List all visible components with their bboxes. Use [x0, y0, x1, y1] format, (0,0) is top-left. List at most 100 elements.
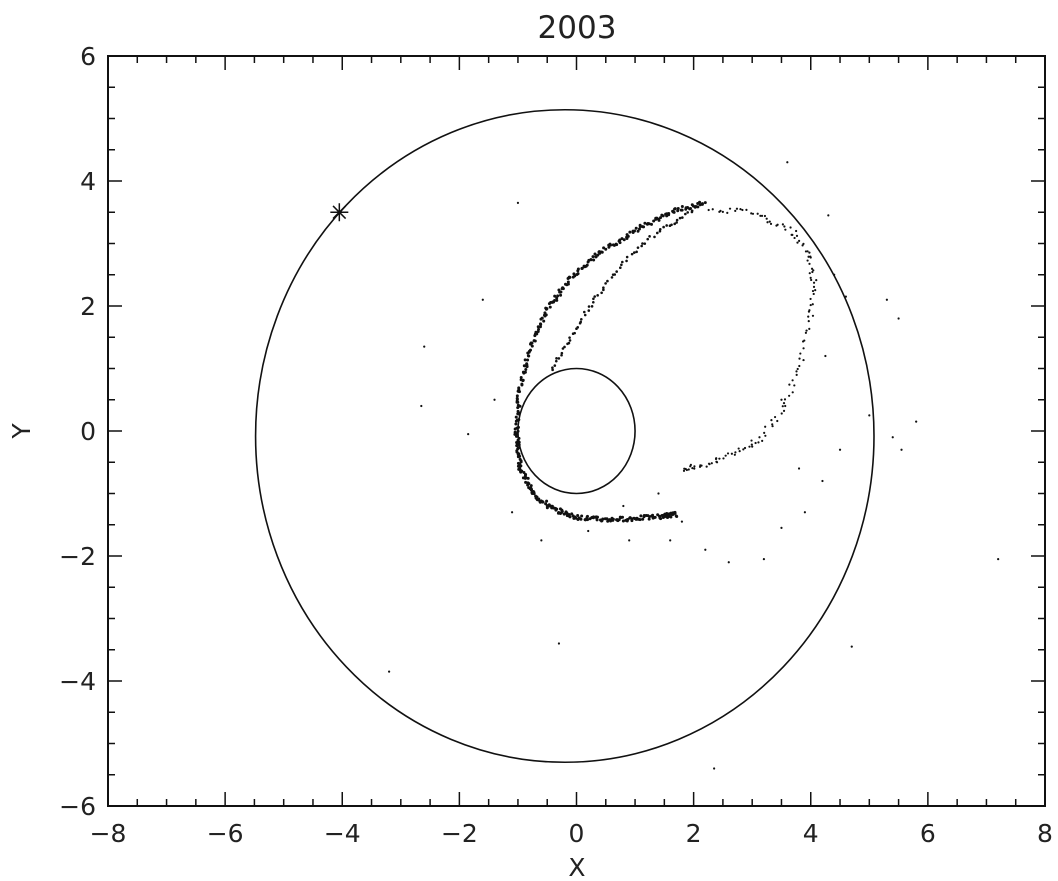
right-stream-point — [806, 250, 809, 253]
outer-stream-point — [684, 207, 688, 211]
outer-stream-point — [517, 390, 521, 394]
right-stream-point — [804, 331, 807, 334]
outer-stream-point — [516, 406, 520, 410]
outer-stream-point — [580, 514, 584, 518]
outer-stream-point — [576, 267, 580, 271]
outer-stream-point — [525, 365, 529, 369]
right-stream-point — [788, 383, 791, 386]
outer-stream-point — [573, 274, 577, 278]
scatter-point — [833, 273, 836, 276]
outer-stream-point — [547, 504, 551, 508]
scatter-point — [481, 298, 484, 301]
outer-stream-point — [674, 514, 678, 518]
right-stream-point — [771, 423, 774, 426]
inner-stream-point — [580, 318, 583, 321]
inner-stream-point — [615, 270, 618, 273]
outer-stream-point — [529, 484, 533, 488]
right-stream-point — [721, 210, 724, 214]
outer-stream-point — [530, 491, 534, 495]
scatter-point — [768, 220, 771, 223]
right-stream-point — [698, 465, 702, 468]
outer-stream-point — [533, 339, 537, 343]
outer-stream-point — [630, 519, 634, 523]
outer-stream-point — [636, 229, 640, 233]
inner-stream-point — [620, 263, 623, 267]
right-stream-point — [766, 221, 769, 224]
right-stream-point — [802, 347, 805, 350]
inner-stream-point — [643, 242, 647, 245]
inner-stream-point — [673, 222, 676, 226]
outer-stream-point — [516, 412, 520, 416]
outer-stream-point — [625, 233, 629, 237]
outer-stream-point — [592, 258, 596, 262]
right-stream-point — [769, 222, 773, 225]
right-stream-point — [809, 256, 812, 259]
right-stream-point — [798, 239, 801, 243]
inner-stream-point — [648, 235, 651, 238]
outer-stream-point — [516, 400, 520, 404]
right-stream-point — [734, 209, 737, 212]
inner-stream-point — [557, 357, 561, 360]
right-stream-point — [770, 419, 773, 422]
right-stream-point — [780, 412, 783, 415]
right-stream-point — [812, 285, 816, 288]
right-stream-point — [734, 451, 737, 454]
outer-stream-point — [594, 255, 598, 259]
outer-stream-point — [519, 470, 523, 474]
right-stream-point — [775, 224, 778, 227]
inner-stream-point — [571, 332, 575, 336]
outer-orbit-ellipse — [254, 108, 875, 764]
scatter-point — [997, 558, 1000, 561]
inner-stream-point — [600, 291, 603, 295]
right-stream-point — [811, 289, 815, 293]
outer-stream-point — [665, 214, 669, 218]
right-stream-point — [789, 226, 792, 229]
outer-stream-point — [524, 473, 528, 477]
right-stream-point — [763, 431, 766, 434]
right-stream-point — [750, 439, 753, 442]
outer-stream-point — [688, 207, 692, 211]
scatter-point — [780, 398, 783, 401]
outer-stream-point — [514, 419, 518, 423]
right-stream-point — [793, 236, 796, 240]
outer-stream-point — [565, 511, 569, 515]
inner-stream-point — [662, 225, 665, 229]
right-stream-point — [682, 469, 686, 472]
outer-stream-point — [529, 487, 533, 491]
right-stream-point — [811, 270, 814, 274]
inner-stream-point — [625, 259, 628, 263]
inner-stream-point — [668, 224, 672, 228]
outer-stream-point — [529, 341, 533, 345]
outer-stream-point — [669, 515, 673, 519]
outer-stream-point — [555, 296, 559, 300]
right-stream-point — [795, 234, 799, 237]
right-stream-point — [782, 402, 786, 405]
outer-stream-point — [559, 293, 563, 297]
outer-stream-point — [547, 302, 551, 306]
right-stream-point — [795, 373, 798, 376]
inner-stream-point — [619, 266, 622, 270]
y-tick-label: 0 — [80, 417, 96, 446]
outer-stream-point — [517, 418, 521, 422]
outer-stream-point — [545, 506, 549, 510]
outer-stream-point — [513, 427, 517, 431]
scatter-point — [821, 479, 824, 483]
inner-stream-point — [632, 251, 636, 254]
outer-stream-point — [615, 243, 619, 247]
outer-stream-point — [526, 476, 530, 480]
right-stream-point — [791, 391, 794, 394]
inner-stream-point — [675, 218, 679, 222]
outer-stream-point — [673, 207, 677, 211]
right-stream-point — [801, 340, 805, 343]
outer-stream-point — [592, 515, 596, 519]
outer-stream-point — [634, 226, 638, 230]
outer-stream-point — [566, 276, 570, 280]
right-stream-point — [759, 214, 762, 217]
inner-stream-point — [684, 212, 687, 216]
right-stream-point — [718, 210, 721, 213]
right-stream-point — [750, 212, 753, 215]
right-stream-point — [730, 452, 733, 455]
outer-stream-point — [621, 519, 625, 523]
